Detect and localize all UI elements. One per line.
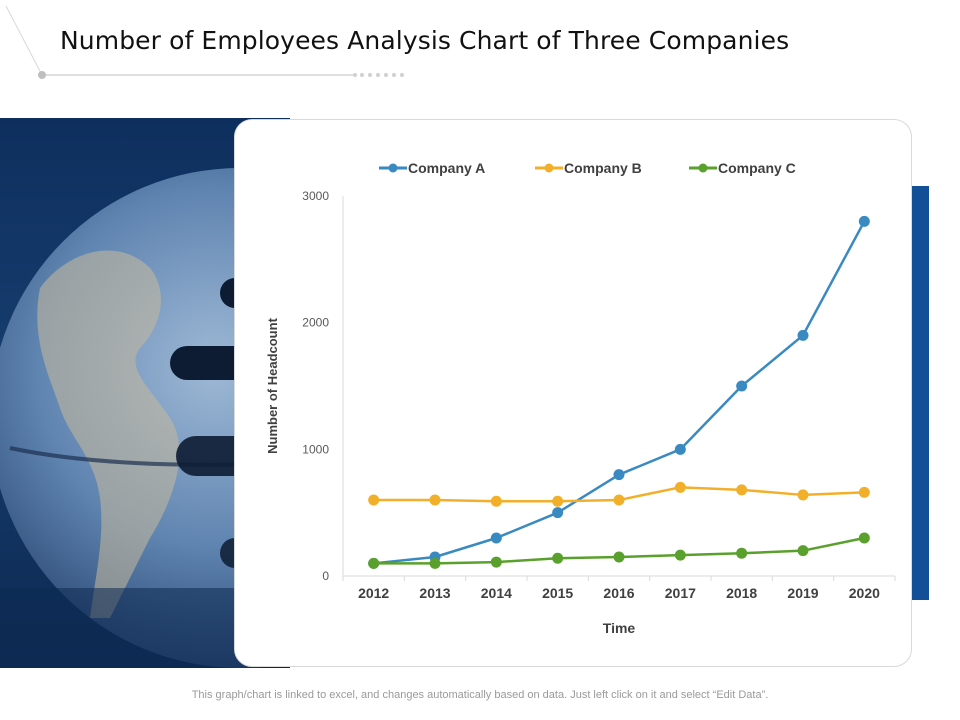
data-point [613,469,625,481]
data-point [674,443,686,455]
data-point [736,547,748,559]
data-point [490,532,502,544]
y-tick-label: 3000 [302,189,329,203]
legend-label: Company B [564,160,642,176]
data-point [858,486,870,498]
data-point [858,215,870,227]
legend-label: Company C [718,160,796,176]
data-point [674,549,686,561]
data-point [490,556,502,568]
x-tick-label: 2012 [358,585,389,601]
page-title: Number of Employees Analysis Chart of Th… [60,26,790,55]
data-point [736,380,748,392]
data-point [736,484,748,496]
x-tick-label: 2020 [849,585,880,601]
data-point [674,481,686,493]
y-tick-label: 0 [322,569,329,583]
data-point [429,557,441,569]
data-point [552,507,564,519]
x-tick-label: 2013 [419,585,450,601]
x-tick-label: 2017 [665,585,696,601]
y-tick-label: 2000 [302,316,329,330]
x-tick-label: 2016 [603,585,634,601]
series-line [373,220,866,565]
x-tick-label: 2018 [726,585,757,601]
x-tick-label: 2014 [481,585,512,601]
data-point [613,551,625,563]
header-decoration [5,5,404,79]
y-tick-label: 1000 [302,442,329,456]
footer-note: This graph/chart is linked to excel, and… [191,689,769,701]
data-point [797,545,809,557]
legend-label: Company A [408,160,485,176]
legend-marker [698,163,708,173]
data-point [797,329,809,341]
x-tick-label: 2015 [542,585,573,601]
x-tick-label: 2019 [787,585,818,601]
y-axis-title: Number of Headcount [265,317,280,453]
data-point [368,494,380,506]
data-point [490,495,502,507]
data-point [429,494,441,506]
legend-marker [388,163,398,173]
x-axis-title: Time [603,620,636,636]
chart-card: 0 1000 2000 3000 2012 2013 2014 2015 2016 2017 201… [234,119,912,667]
data-point [552,495,564,507]
data-point [368,557,380,569]
legend-marker [544,163,554,173]
data-point [613,494,625,506]
data-point [858,532,870,544]
data-point [797,489,809,501]
line-chart: 0 1000 2000 3000 2012 2013 2014 2015 2016 2017 201… [265,160,896,636]
data-point [552,552,564,564]
accent-bar [908,186,929,600]
